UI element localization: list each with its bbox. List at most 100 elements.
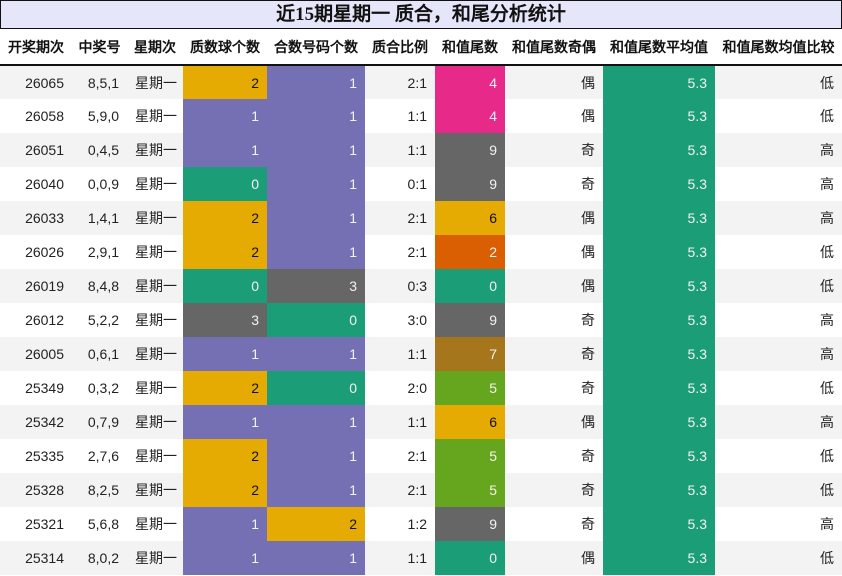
cell-parity: 偶 <box>505 541 603 575</box>
cell-composite: 1 <box>267 439 365 473</box>
cell-ratio: 3:0 <box>365 303 435 337</box>
cell-period: 26058 <box>0 99 72 133</box>
cell-tail: 4 <box>435 65 505 99</box>
cell-composite: 1 <box>267 65 365 99</box>
cell-avg: 5.3 <box>603 235 715 269</box>
cell-prime: 2 <box>183 473 267 507</box>
cell-numbers: 0,4,5 <box>72 133 127 167</box>
column-header-composite-count: 合数号码个数 <box>267 29 365 66</box>
cell-parity: 偶 <box>505 201 603 235</box>
column-header-ratio: 质合比例 <box>365 29 435 66</box>
cell-compare: 低 <box>715 371 842 405</box>
cell-composite: 0 <box>267 303 365 337</box>
cell-numbers: 5,6,8 <box>72 507 127 541</box>
cell-prime: 2 <box>183 235 267 269</box>
cell-tail: 9 <box>435 507 505 541</box>
cell-ratio: 2:1 <box>365 439 435 473</box>
cell-tail: 0 <box>435 541 505 575</box>
column-header-prime-count: 质数球个数 <box>183 29 267 66</box>
cell-compare: 低 <box>715 439 842 473</box>
cell-avg: 5.3 <box>603 337 715 371</box>
cell-period: 26005 <box>0 337 72 371</box>
cell-period: 26051 <box>0 133 72 167</box>
cell-prime: 2 <box>183 439 267 473</box>
cell-avg: 5.3 <box>603 201 715 235</box>
cell-weekday: 星期一 <box>127 303 183 337</box>
cell-avg: 5.3 <box>603 541 715 575</box>
cell-parity: 奇 <box>505 371 603 405</box>
table-row: 26012 5,2,2 星期一 3 0 3:0 9 奇 5.3 高 <box>0 303 842 337</box>
table-row: 25321 5,6,8 星期一 1 2 1:2 9 奇 5.3 高 <box>0 507 842 541</box>
cell-prime: 1 <box>183 337 267 371</box>
cell-ratio: 2:1 <box>365 201 435 235</box>
table-row: 25335 2,7,6 星期一 2 1 2:1 5 奇 5.3 低 <box>0 439 842 473</box>
cell-parity: 偶 <box>505 405 603 439</box>
cell-ratio: 2:1 <box>365 473 435 507</box>
table-row: 26005 0,6,1 星期一 1 1 1:1 7 奇 5.3 高 <box>0 337 842 371</box>
column-header-sum-tail: 和值尾数 <box>435 29 505 66</box>
cell-composite: 1 <box>267 473 365 507</box>
cell-weekday: 星期一 <box>127 337 183 371</box>
cell-compare: 低 <box>715 235 842 269</box>
column-header-weekday: 星期次 <box>127 29 183 66</box>
cell-weekday: 星期一 <box>127 541 183 575</box>
cell-weekday: 星期一 <box>127 201 183 235</box>
cell-period: 25321 <box>0 507 72 541</box>
cell-avg: 5.3 <box>603 439 715 473</box>
cell-compare: 高 <box>715 337 842 371</box>
cell-composite: 1 <box>267 337 365 371</box>
cell-parity: 偶 <box>505 99 603 133</box>
table-row: 26026 2,9,1 星期一 2 1 2:1 2 偶 5.3 低 <box>0 235 842 269</box>
cell-avg: 5.3 <box>603 269 715 303</box>
table-row: 26019 8,4,8 星期一 0 3 0:3 0 偶 5.3 低 <box>0 269 842 303</box>
cell-avg: 5.3 <box>603 303 715 337</box>
cell-compare: 低 <box>715 65 842 99</box>
cell-parity: 偶 <box>505 269 603 303</box>
cell-ratio: 0:1 <box>365 167 435 201</box>
cell-tail: 9 <box>435 133 505 167</box>
cell-period: 26040 <box>0 167 72 201</box>
cell-composite: 1 <box>267 167 365 201</box>
cell-composite: 3 <box>267 269 365 303</box>
cell-compare: 高 <box>715 405 842 439</box>
cell-tail: 5 <box>435 439 505 473</box>
cell-weekday: 星期一 <box>127 167 183 201</box>
cell-tail: 6 <box>435 405 505 439</box>
table-row: 26065 8,5,1 星期一 2 1 2:1 4 偶 5.3 低 <box>0 65 842 99</box>
table-row: 25314 8,0,2 星期一 1 1 1:1 0 偶 5.3 低 <box>0 541 842 575</box>
cell-prime: 1 <box>183 405 267 439</box>
cell-prime: 1 <box>183 541 267 575</box>
cell-avg: 5.3 <box>603 99 715 133</box>
table-title: 近15期星期一 质合，和尾分析统计 <box>0 0 842 29</box>
cell-composite: 2 <box>267 507 365 541</box>
cell-ratio: 2:1 <box>365 235 435 269</box>
cell-numbers: 5,2,2 <box>72 303 127 337</box>
cell-parity: 奇 <box>505 337 603 371</box>
cell-ratio: 1:2 <box>365 507 435 541</box>
cell-numbers: 8,0,2 <box>72 541 127 575</box>
cell-tail: 7 <box>435 337 505 371</box>
cell-weekday: 星期一 <box>127 371 183 405</box>
cell-parity: 奇 <box>505 167 603 201</box>
cell-tail: 0 <box>435 269 505 303</box>
table-row: 25349 0,3,2 星期一 2 0 2:0 5 奇 5.3 低 <box>0 371 842 405</box>
cell-composite: 1 <box>267 201 365 235</box>
cell-numbers: 2,7,6 <box>72 439 127 473</box>
cell-weekday: 星期一 <box>127 439 183 473</box>
cell-compare: 高 <box>715 167 842 201</box>
cell-period: 26033 <box>0 201 72 235</box>
cell-tail: 9 <box>435 303 505 337</box>
stats-table: 开奖期次 中奖号 星期次 质数球个数 合数号码个数 质合比例 和值尾数 和值尾数… <box>0 29 842 575</box>
cell-weekday: 星期一 <box>127 507 183 541</box>
table-row: 26033 1,4,1 星期一 2 1 2:1 6 偶 5.3 高 <box>0 201 842 235</box>
cell-tail: 2 <box>435 235 505 269</box>
cell-ratio: 1:1 <box>365 99 435 133</box>
cell-prime: 2 <box>183 201 267 235</box>
column-header-tail-parity: 和值尾数奇偶 <box>505 29 603 66</box>
cell-period: 25328 <box>0 473 72 507</box>
cell-period: 26026 <box>0 235 72 269</box>
table-row: 26040 0,0,9 星期一 0 1 0:1 9 奇 5.3 高 <box>0 167 842 201</box>
cell-compare: 高 <box>715 303 842 337</box>
cell-avg: 5.3 <box>603 167 715 201</box>
cell-ratio: 1:1 <box>365 337 435 371</box>
